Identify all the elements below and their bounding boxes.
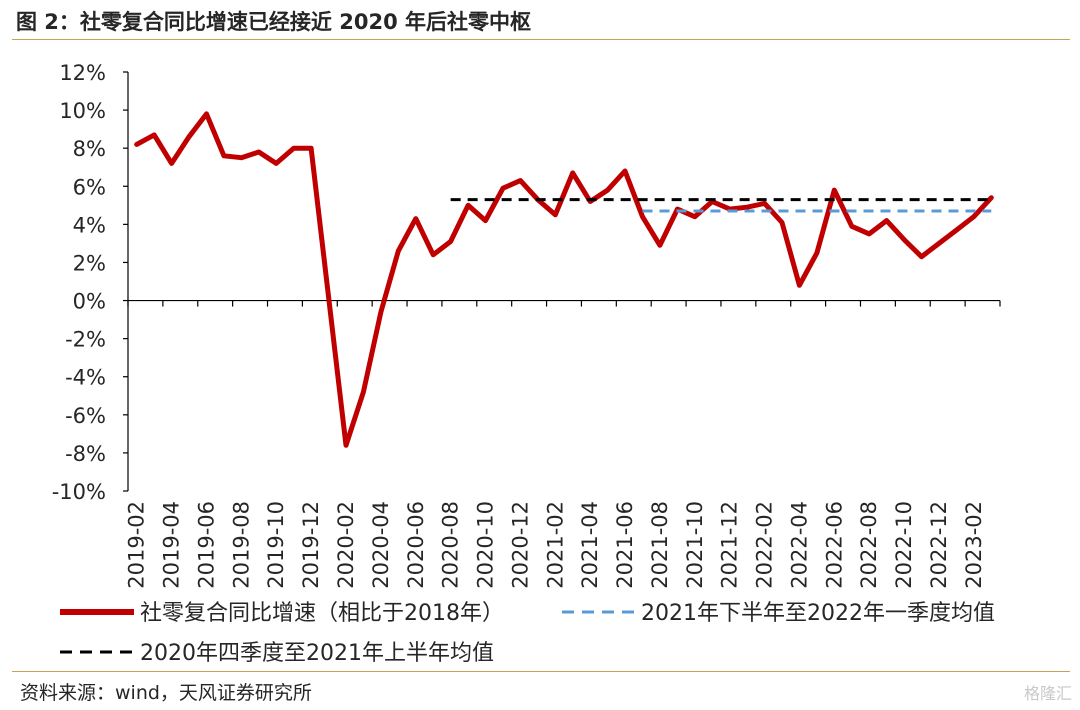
- x-tick-label: 2021-06: [613, 501, 637, 589]
- legend-label-black-avg: 2020年四季度至2021年上半年均值: [140, 641, 494, 666]
- x-axis: 2019-02 2019-04 2019-06 2019-08 2019-10 2019-…: [125, 299, 1001, 589]
- y-tick-label: 2%: [73, 251, 106, 275]
- x-tick-label: 2019-04: [160, 501, 184, 589]
- x-tick-label: 2020-12: [508, 501, 532, 589]
- y-tick-label: 8%: [73, 137, 106, 161]
- x-tick-label: 2022-06: [822, 501, 846, 589]
- x-tick-label: 2023-02: [962, 501, 986, 589]
- x-tick-label: 2020-06: [404, 501, 428, 589]
- y-tick-label: -8%: [65, 442, 106, 466]
- x-tick-label: 2022-04: [787, 501, 811, 589]
- x-tick-label: 2021-02: [543, 501, 567, 589]
- legend-label-main-series: 社零复合同比增速（相比于2018年）: [140, 601, 504, 626]
- legend-label-blue-avg: 2021年下半年至2022年一季度均值: [641, 601, 995, 626]
- series-line-main: [134, 111, 994, 448]
- x-tick-label: 2020-02: [334, 501, 358, 589]
- y-tick-label: 10%: [59, 99, 106, 123]
- y-tick-label: 12%: [59, 61, 106, 85]
- legend: 社零复合同比增速（相比于2018年） 2021年下半年至2022年一季度均值 2…: [60, 601, 995, 666]
- y-axis: 12% 10% 8% 6% 4% 2% 0% -2% -4% -6% -8% -10%: [52, 61, 129, 504]
- x-tick-label: 2022-10: [892, 501, 916, 589]
- x-tick-label: 2019-08: [229, 501, 253, 589]
- x-tick-label: 2022-08: [857, 501, 881, 589]
- y-tick-label: 6%: [73, 175, 106, 199]
- x-tick-label: 2020-10: [474, 501, 498, 589]
- series-layer: [134, 111, 994, 448]
- x-tick-label: 2019-12: [299, 501, 323, 589]
- figure-title: 图 2：社零复合同比增速已经接近 2020 年后社零中枢: [16, 10, 531, 34]
- x-tick-label: 2021-12: [718, 501, 742, 589]
- top-rule: [12, 39, 1070, 40]
- y-tick-label: -6%: [65, 404, 106, 428]
- x-tick-label: 2021-04: [578, 501, 602, 589]
- y-tick-label: 0%: [73, 290, 106, 314]
- y-tick-label: -4%: [65, 366, 106, 390]
- source-note: 资料来源：wind，天风证券研究所: [20, 682, 312, 704]
- x-tick-label: 2021-10: [683, 501, 707, 589]
- x-tick-label: 2019-10: [264, 501, 288, 589]
- line-chart: 12% 10% 8% 6% 4% 2% 0% -2% -4% -6% -8% -10% 2019-02…: [52, 61, 1001, 666]
- watermark-logo: 格隆汇: [1023, 684, 1072, 703]
- x-tick-label: 2019-06: [194, 501, 218, 589]
- x-tick-label: 2020-08: [439, 501, 463, 589]
- x-tick-label: 2020-04: [369, 501, 393, 589]
- y-tick-label: -10%: [52, 480, 106, 504]
- y-tick-label: 4%: [73, 213, 106, 237]
- x-tick-label: 2022-12: [927, 501, 951, 589]
- x-tick-label: 2022-02: [753, 501, 777, 589]
- x-tick-label: 2019-02: [125, 501, 149, 589]
- bottom-rule: [12, 671, 1070, 672]
- x-tick-label: 2021-08: [648, 501, 672, 589]
- y-tick-label: -2%: [65, 328, 106, 352]
